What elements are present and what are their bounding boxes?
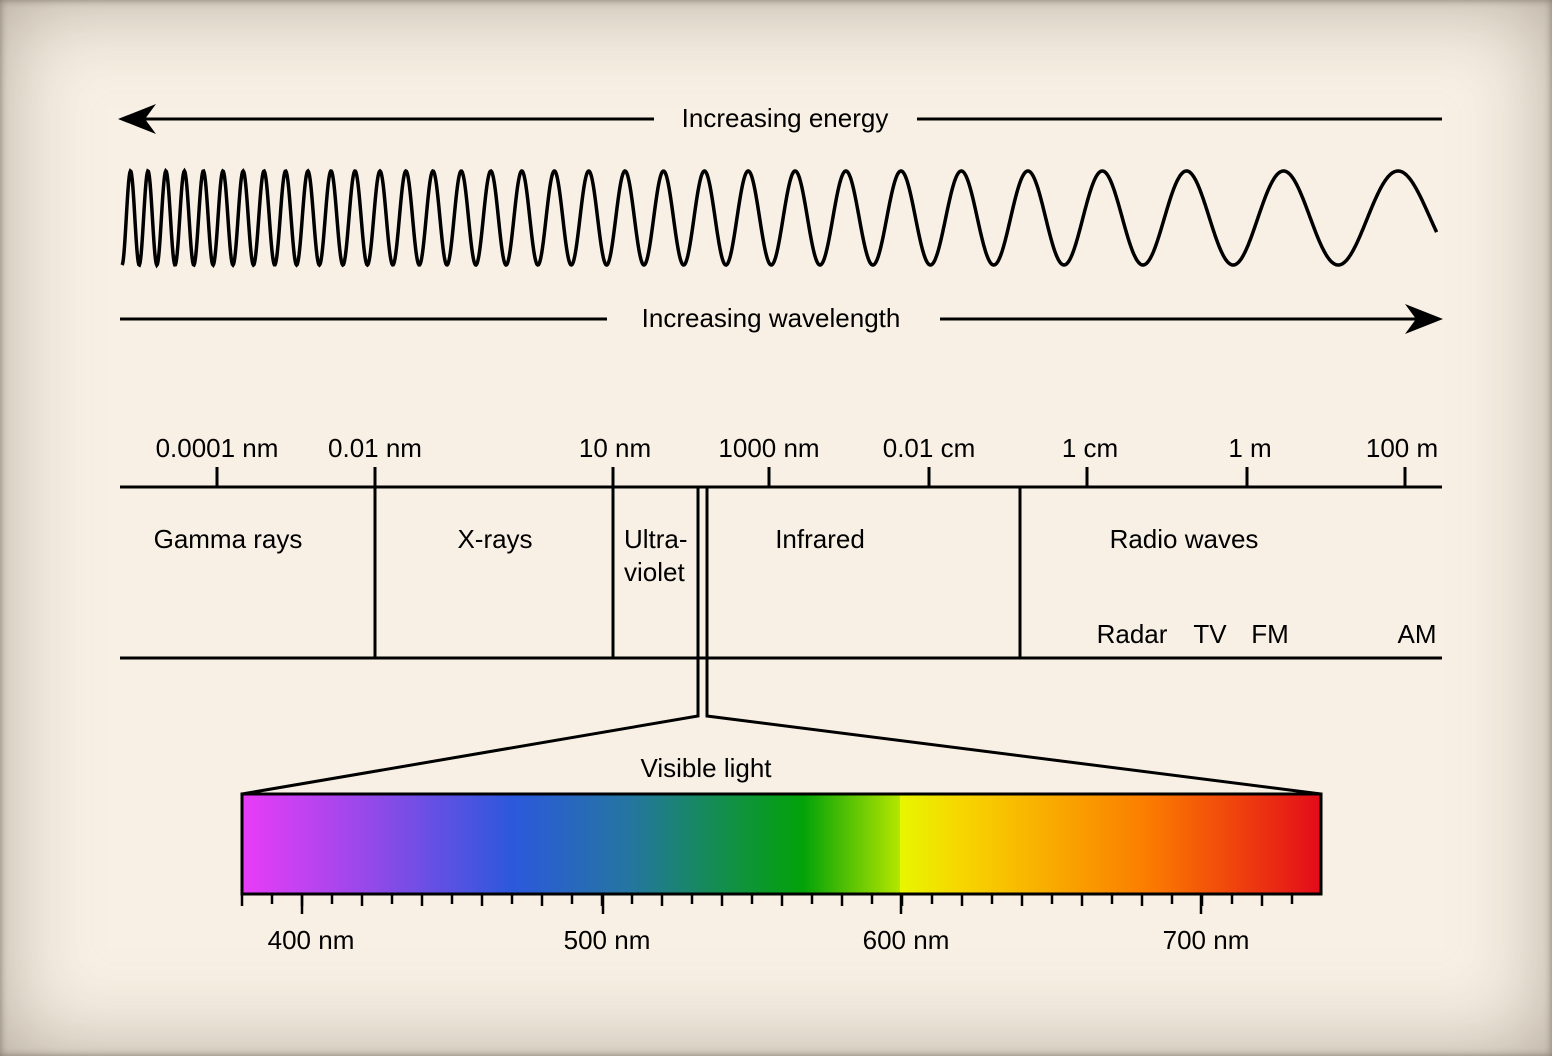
visible-tick-label: 400 nm [268, 925, 355, 955]
visible-tick-label: 500 nm [564, 925, 651, 955]
wavelength-label: Increasing wavelength [642, 303, 901, 333]
visible-channel-right [705, 487, 1322, 796]
energy-arrowhead-icon [118, 104, 156, 134]
wavelength-arrowhead-icon [1405, 304, 1443, 334]
visible-scale-ticks [240, 892, 1321, 914]
wave-curve [120, 167, 1439, 269]
band-label-radio: Radio waves [1110, 524, 1259, 554]
visible-light-title: Visible light [640, 753, 772, 783]
scale-tick-label: 10 nm [579, 433, 651, 463]
visible-tick-labels: 400 nm 500 nm 600 nm 700 nm [268, 925, 1250, 955]
band-label-uv-line2: violet [624, 557, 685, 587]
scale-tick-label: 1 m [1228, 433, 1271, 463]
scale-tick-label: 0.0001 nm [156, 433, 279, 463]
band-label-xray: X-rays [457, 524, 532, 554]
visible-channel-left [241, 487, 700, 796]
band-labels: Gamma rays X-rays Ultra- violet Infrared… [154, 524, 1437, 649]
visible-tick-label: 600 nm [863, 925, 950, 955]
visible-spectrum-bar [240, 792, 1323, 896]
radio-sub-am: AM [1398, 619, 1437, 649]
scale-tick-label: 1 cm [1062, 433, 1118, 463]
radio-sub-fm: FM [1251, 619, 1289, 649]
radio-sub-radar: Radar [1097, 619, 1168, 649]
wavelength-arrow: Increasing wavelength [120, 303, 1443, 334]
scale-tick-label: 0.01 nm [328, 433, 422, 463]
band-label-uv-line1: Ultra- [624, 524, 688, 554]
scale-tick-label: 1000 nm [718, 433, 819, 463]
energy-label: Increasing energy [682, 103, 889, 133]
band-label-infrared: Infrared [775, 524, 865, 554]
scale-tick-labels: 0.0001 nm 0.01 nm 10 nm 1000 nm 0.01 cm … [156, 433, 1439, 463]
energy-arrow: Increasing energy [118, 103, 1442, 134]
scale-tick-label: 100 m [1366, 433, 1438, 463]
radio-sub-tv: TV [1193, 619, 1227, 649]
scale-tick-label: 0.01 cm [883, 433, 976, 463]
spectrum-bands [120, 467, 1442, 796]
visible-tick-label: 700 nm [1163, 925, 1250, 955]
band-label-gamma: Gamma rays [154, 524, 303, 554]
